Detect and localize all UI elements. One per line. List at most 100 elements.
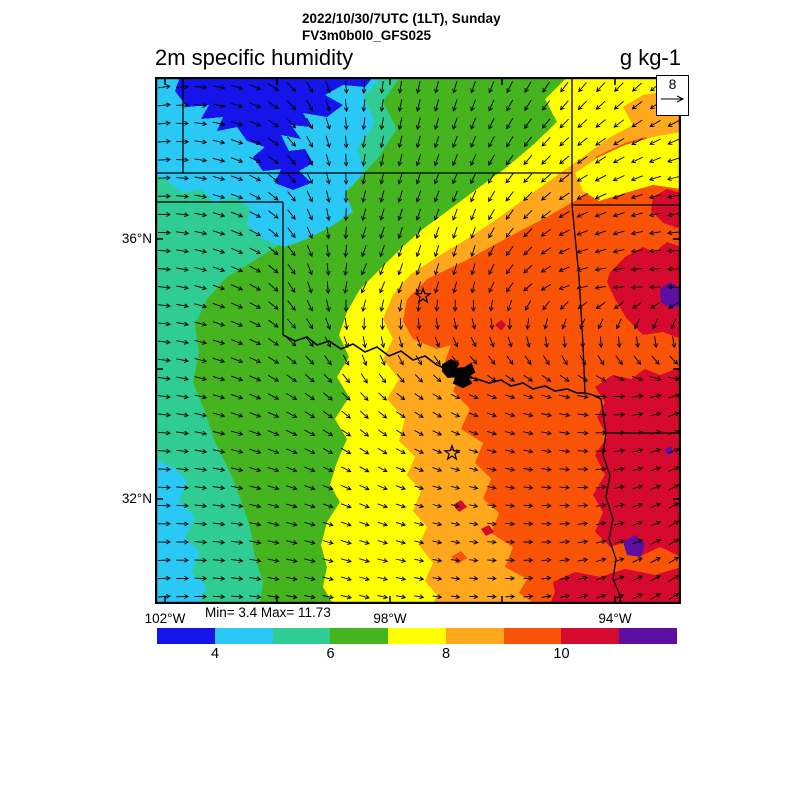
- wind-arrow: [194, 157, 208, 163]
- wind-arrow: [613, 539, 625, 544]
- wind-arrow: [343, 281, 348, 295]
- wind-arrow: [414, 503, 425, 509]
- wind-arrow: [576, 193, 589, 200]
- colorbar-tick-label: 6: [326, 646, 335, 662]
- wind-arrow: [595, 448, 607, 454]
- wind-arrow: [505, 264, 514, 275]
- wind-arrow: [523, 136, 533, 148]
- wind-arrow: [541, 557, 552, 563]
- wind-arrow: [287, 318, 297, 329]
- wind-arrow: [630, 212, 643, 218]
- wind-arrow: [505, 227, 514, 238]
- wind-arrow: [523, 575, 534, 581]
- wind-arrow: [415, 226, 422, 240]
- wind-arrow: [379, 263, 386, 276]
- wind-arrow: [469, 503, 479, 509]
- contour-region: [481, 525, 494, 536]
- wind-arrow: [650, 539, 662, 545]
- contour-region: [155, 77, 400, 604]
- wind-arrow: [306, 190, 313, 203]
- wind-arrow: [397, 172, 403, 185]
- wind-arrow: [452, 117, 458, 131]
- wind-arrow: [576, 174, 588, 182]
- wind-arrow: [176, 521, 190, 527]
- wind-arrow: [249, 338, 262, 346]
- wind-arrow: [506, 99, 514, 112]
- wind-arrow: [668, 520, 680, 527]
- wind-arrow: [377, 448, 388, 455]
- wind-arrow: [212, 467, 226, 473]
- wind-arrow: [341, 484, 352, 491]
- wind-arrow: [487, 503, 497, 509]
- wind-arrow: [577, 557, 589, 563]
- wind-arrow: [267, 466, 280, 473]
- wind-arrow: [157, 175, 171, 181]
- valid-time-title: 2022/10/30/7UTC (1LT), Sunday: [302, 11, 501, 26]
- wind-arrow: [651, 355, 660, 365]
- wind-arrow: [632, 502, 643, 508]
- wind-arrow: [397, 263, 404, 276]
- wind-arrow: [249, 412, 262, 418]
- wind-arrow: [287, 300, 296, 311]
- wind-arrow: [613, 430, 626, 436]
- wind-arrow: [576, 285, 588, 290]
- wind-arrow: [433, 190, 440, 203]
- wind-arrow: [434, 299, 440, 313]
- wind-arrow: [378, 392, 387, 401]
- wind-arrow: [612, 266, 625, 272]
- wind-arrow: [505, 430, 516, 436]
- wind-arrow: [379, 245, 385, 258]
- wind-arrow: [285, 594, 298, 600]
- wind-arrow: [488, 227, 495, 239]
- wind-arrow: [577, 503, 589, 508]
- wind-arrow: [648, 194, 662, 200]
- wind-arrow: [432, 485, 443, 491]
- wind-arrow: [630, 175, 643, 182]
- wind-arrow: [648, 157, 662, 163]
- wind-arrow: [194, 358, 208, 363]
- wind-arrow: [212, 394, 226, 400]
- wind-arrow: [504, 412, 516, 418]
- wind-arrow: [176, 575, 190, 581]
- wind-arrow: [487, 448, 497, 454]
- wind-arrow: [668, 466, 680, 472]
- wind-arrow: [414, 448, 425, 454]
- wind-arrow: [523, 173, 533, 184]
- wind-arrow: [212, 302, 226, 309]
- wind-arrow: [578, 82, 587, 93]
- wind-arrow: [452, 299, 458, 312]
- wind-arrow: [414, 430, 424, 436]
- wind-arrow: [577, 466, 589, 472]
- lat-label-32n: 32°N: [121, 491, 152, 506]
- wind-arrow: [285, 485, 298, 491]
- wind-arrow: [576, 156, 588, 164]
- wind-arrow: [157, 285, 171, 290]
- wind-arrow: [650, 575, 661, 582]
- wind-arrow: [267, 558, 280, 564]
- wind-arrow: [577, 539, 589, 545]
- wind-arrow: [304, 594, 316, 600]
- wind-arrow: [395, 594, 407, 600]
- wind-arrow: [287, 191, 296, 202]
- wind-arrow: [176, 321, 190, 327]
- contour-region: [623, 535, 645, 557]
- wind-arrow: [249, 247, 262, 255]
- wind-arrow: [286, 393, 298, 400]
- wind-arrow: [486, 430, 497, 436]
- wind-arrow: [416, 336, 422, 348]
- wind-arrow: [597, 318, 604, 330]
- wind-arrow: [577, 593, 589, 599]
- wind-arrow: [249, 485, 262, 491]
- colorbar-tick-label: 10: [553, 646, 570, 662]
- wind-arrow: [433, 355, 441, 366]
- wind-arrow: [541, 485, 552, 490]
- wind-arrow: [470, 245, 476, 258]
- wind-arrow: [524, 81, 532, 94]
- wind-arrow: [559, 575, 571, 581]
- state-border-line: [571, 204, 586, 394]
- wind-arrow: [559, 100, 569, 111]
- wind-arrow: [488, 281, 495, 294]
- wind-arrow: [359, 521, 370, 527]
- wind-arrow: [488, 117, 495, 130]
- wind-arrow: [343, 208, 349, 222]
